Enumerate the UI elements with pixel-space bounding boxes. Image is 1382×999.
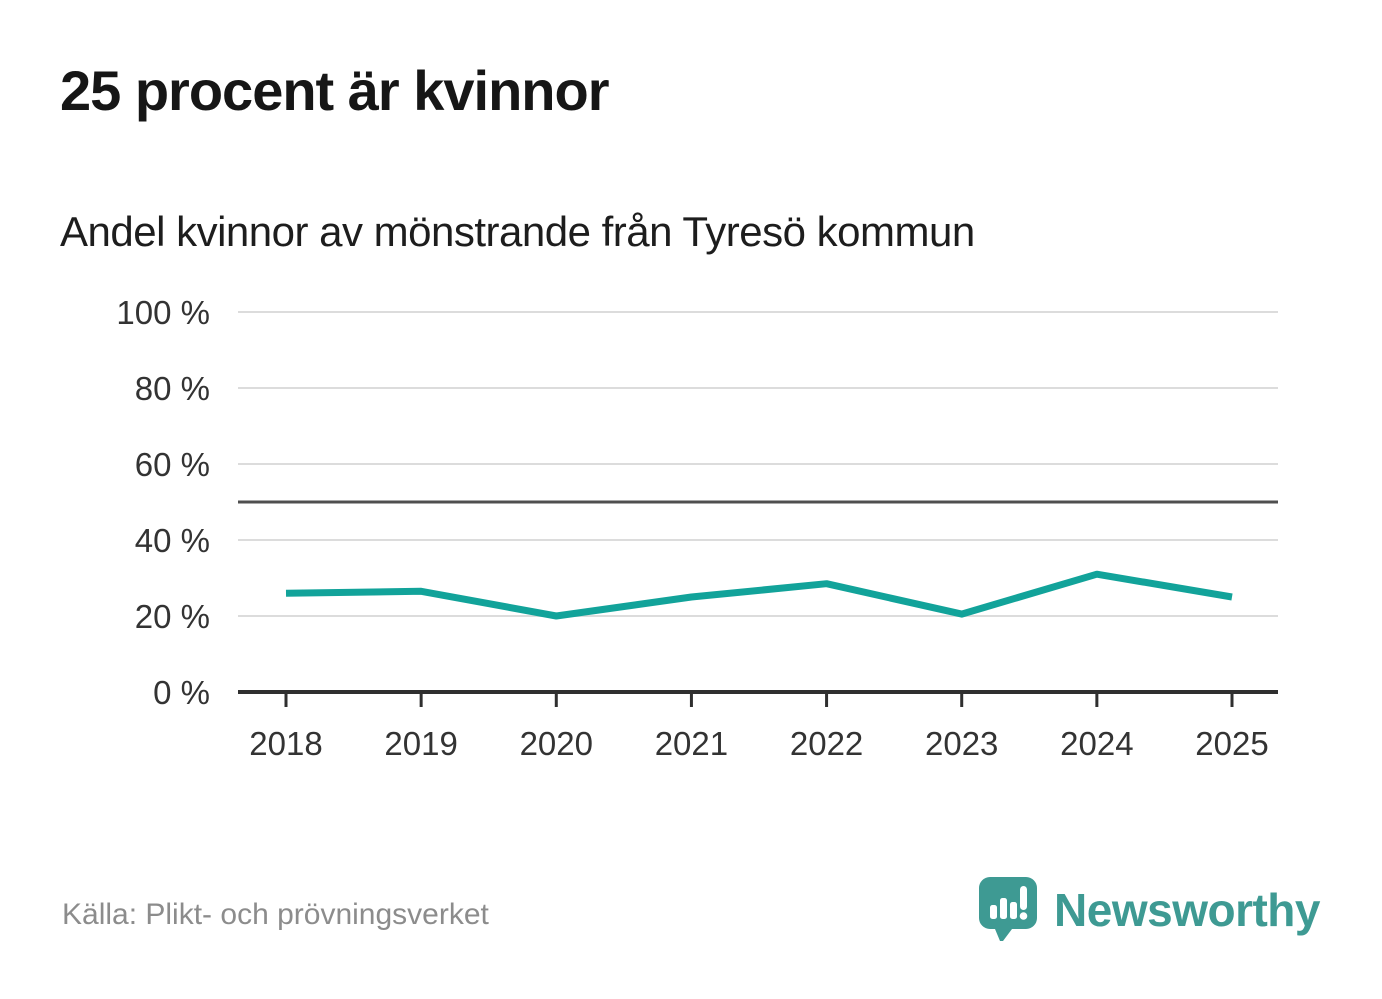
- bar-chart-glyph: [990, 898, 1018, 919]
- data-line: [285, 570, 1233, 620]
- y-axis-tick-label: 40 %: [135, 522, 210, 559]
- brand-name: Newsworthy: [1054, 884, 1320, 936]
- x-axis-tick-label: 2021: [655, 725, 728, 762]
- headline: 25 procent är kvinnor: [60, 59, 610, 122]
- y-axis-tick-label: 60 %: [135, 446, 210, 483]
- x-axis-tick-label: 2019: [384, 725, 457, 762]
- y-axis-tick-label: 20 %: [135, 598, 210, 635]
- y-axis-tick-label: 80 %: [135, 370, 210, 407]
- x-axis-tick-label: 2025: [1195, 725, 1268, 762]
- speech-bubble-shape: [979, 877, 1038, 941]
- x-axis-tick-label: 2020: [520, 725, 593, 762]
- x-axis-tick-label: 2023: [925, 725, 998, 762]
- y-axis-tick-label: 100 %: [116, 294, 210, 331]
- exclamation-glyph: [1019, 886, 1028, 920]
- y-axis-tick-label: 0 %: [153, 674, 210, 711]
- speech-bubble-chart-icon: [979, 877, 1038, 941]
- x-axis-tick-label: 2024: [1060, 725, 1133, 762]
- x-axis-tick-label: 2022: [790, 725, 863, 762]
- source-note: Källa: Plikt- och prövningsverket: [62, 898, 489, 931]
- chart-subtitle: Andel kvinnor av mönstrande från Tyresö …: [60, 208, 975, 255]
- x-axis-tick-label: 2018: [249, 725, 322, 762]
- newsworthy-logo: Newsworthy: [978, 876, 1320, 944]
